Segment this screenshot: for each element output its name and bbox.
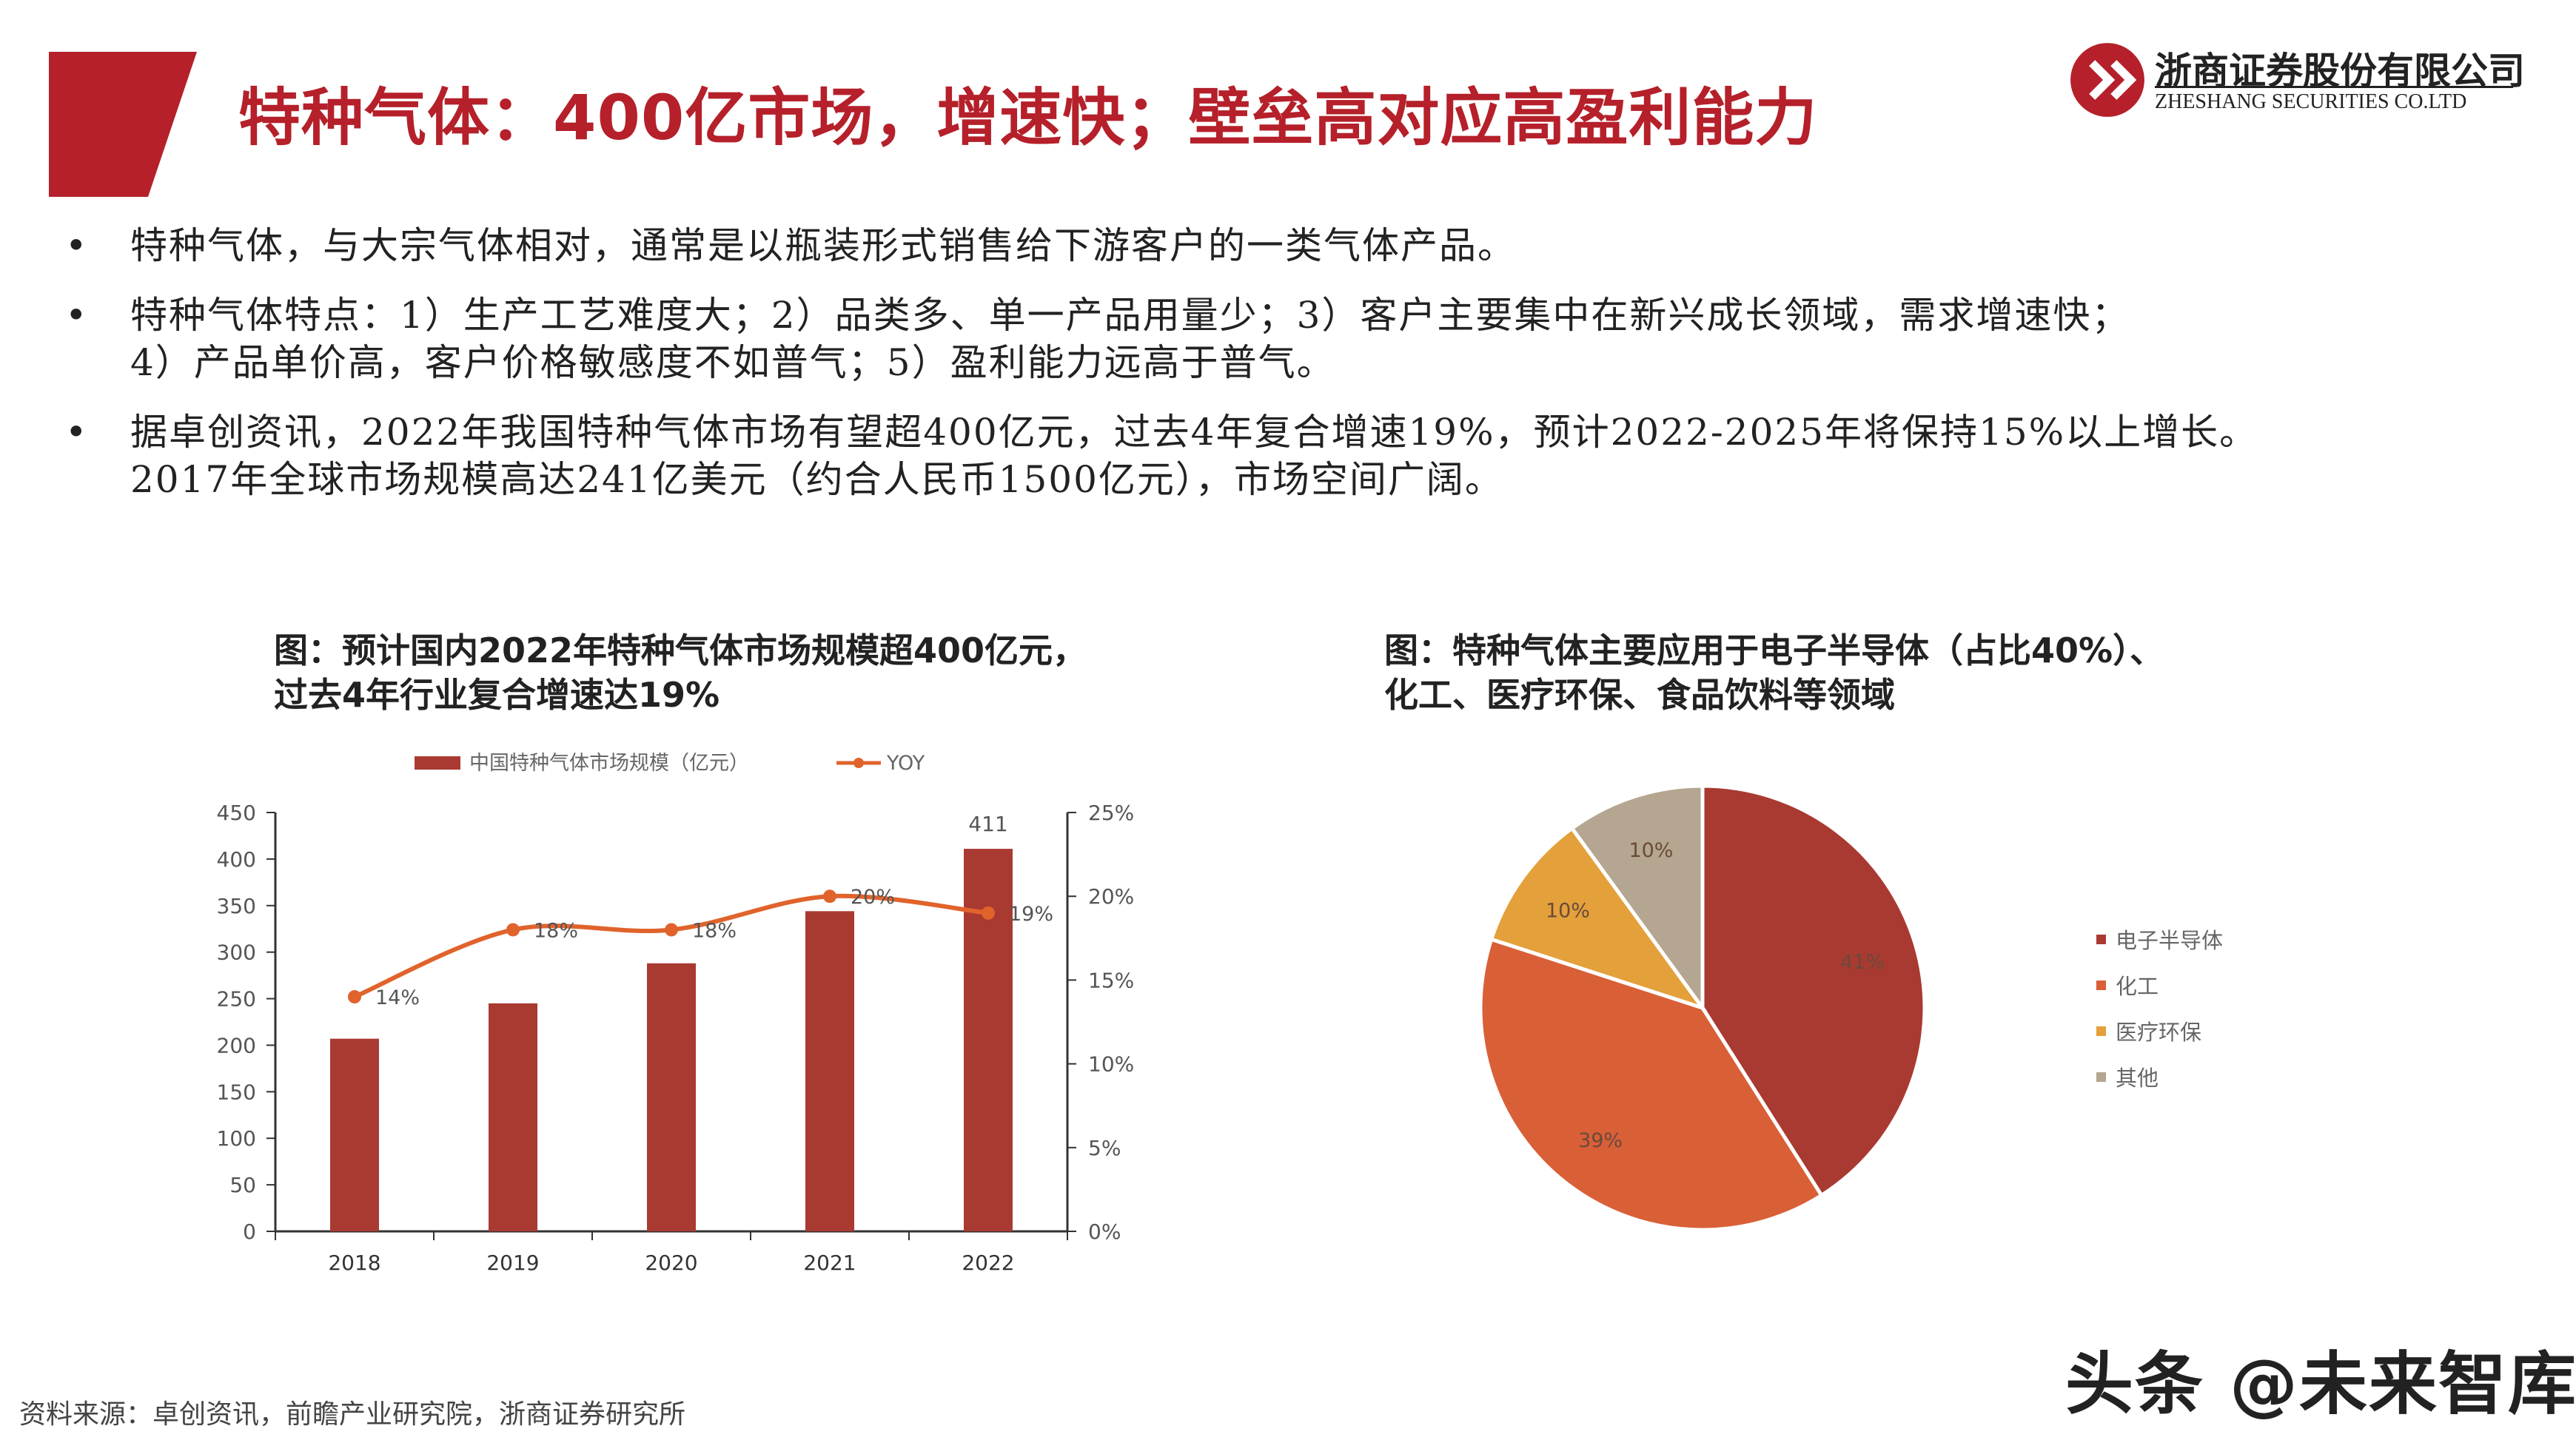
right-y-tick-label: 20% bbox=[1088, 884, 1134, 909]
bullet-item: • 特种气体特点：1）生产工艺难度大；2）品类多、单一产品用量少；3）客户主要集… bbox=[59, 292, 2517, 386]
legend-line-marker bbox=[853, 758, 864, 768]
bar-chart-title-line1: 图：预计国内2022年特种气体市场规模超400亿元， bbox=[274, 630, 1087, 670]
left-y-tick-label: 200 bbox=[217, 1033, 256, 1057]
left-y-tick-label: 0 bbox=[243, 1220, 256, 1244]
right-y-tick-label: 5% bbox=[1088, 1136, 1121, 1160]
bar-value-label: 411 bbox=[968, 812, 1007, 836]
bullet-dot: • bbox=[65, 294, 89, 337]
bullet-text-line: 2017年全球市场规模高达241亿美元（约合人民币1500亿元），市场空间广阔。 bbox=[130, 458, 1503, 501]
bar-chart-title-line2: 过去4年行业复合增速达19% bbox=[274, 675, 720, 715]
bullet-text-line: 据卓创资讯，2022年我国特种气体市场有望超400亿元，过去4年复合增速19%，… bbox=[130, 411, 2258, 454]
legend-label: 电子半导体 bbox=[2116, 928, 2223, 953]
market-size-bar-chart: 中国特种气体市场规模（亿元） YOY 0 50 100 150 200 250 300 350 40… bbox=[217, 752, 1135, 1275]
yoy-value-label: 19% bbox=[1009, 903, 1053, 926]
legend-label: 其他 bbox=[2116, 1066, 2159, 1091]
yoy-value-label: 18% bbox=[692, 919, 737, 942]
right-y-tick-label: 10% bbox=[1088, 1052, 1134, 1077]
legend-swatch bbox=[2096, 1072, 2106, 1082]
yoy-value-label: 18% bbox=[534, 919, 578, 942]
bullet-dot: • bbox=[65, 411, 89, 454]
left-y-tick-label: 250 bbox=[217, 987, 256, 1012]
yoy-point bbox=[348, 990, 361, 1004]
legend-bar-label: 中国特种气体市场规模（亿元） bbox=[469, 752, 749, 775]
bullet-item: • 特种气体，与大宗气体相对，通常是以瓶装形式销售给下游客户的一类气体产品。 bbox=[59, 222, 2517, 269]
yoy-point bbox=[982, 906, 995, 920]
legend-bar-swatch bbox=[415, 756, 460, 770]
right-y-tick-label: 25% bbox=[1088, 801, 1134, 825]
left-y-tick-label: 150 bbox=[217, 1080, 256, 1104]
pie-slice bbox=[1569, 784, 1705, 1014]
legend-label: 医疗环保 bbox=[2116, 1020, 2201, 1045]
right-y-tick-label: 15% bbox=[1088, 968, 1134, 992]
right-y-tick-label: 0% bbox=[1088, 1220, 1121, 1244]
source-note: 资料来源：卓创资讯，前瞻产业研究院，浙商证券研究所 bbox=[19, 1399, 686, 1430]
left-y-tick-label: 50 bbox=[229, 1173, 256, 1197]
header-accent-notch bbox=[148, 52, 197, 197]
zheshang-logo-icon bbox=[2070, 43, 2144, 117]
bullet-text-line: 4）产品单价高，客户价格敏感度不如普气；5）盈利能力远高于普气。 bbox=[130, 341, 1335, 384]
pie-value-label: 10% bbox=[1546, 900, 1590, 923]
bar bbox=[647, 963, 696, 1231]
left-y-tick-label: 100 bbox=[217, 1126, 256, 1151]
pie-value-label: 41% bbox=[1840, 951, 1885, 974]
x-tick-label: 2022 bbox=[962, 1251, 1014, 1275]
bullet-text-line: 特种气体特点：1）生产工艺难度大；2）品类多、单一产品用量少；3）客户主要集中在… bbox=[130, 294, 2130, 337]
left-y-tick-label: 300 bbox=[217, 941, 256, 965]
pie-chart-title-line2: 化工、医疗环保、食品饮料等领域 bbox=[1384, 675, 1895, 715]
logo-company-name-en: ZHESHANG SECURITIES CO.LTD bbox=[2155, 90, 2467, 113]
left-y-tick-label: 400 bbox=[217, 847, 256, 872]
logo-company-name-cn: 浙商证券股份有限公司 bbox=[2155, 49, 2525, 92]
bullet-dot: • bbox=[65, 224, 89, 267]
yoy-point bbox=[665, 923, 678, 937]
pie-value-label: 39% bbox=[1578, 1129, 1623, 1152]
legend-swatch bbox=[2096, 935, 2106, 944]
x-tick-label: 2018 bbox=[328, 1251, 380, 1275]
yoy-value-label: 14% bbox=[375, 986, 420, 1009]
bar bbox=[964, 849, 1013, 1231]
bullet-list: • 特种气体，与大宗气体相对，通常是以瓶装形式销售给下游客户的一类气体产品。 •… bbox=[59, 222, 2517, 525]
yoy-point bbox=[823, 889, 836, 904]
company-logo: 浙商证券股份有限公司 ZHESHANG SECURITIES CO.LTD bbox=[2069, 38, 2528, 127]
yoy-point bbox=[506, 923, 520, 937]
bullet-text-line: 特种气体，与大宗气体相对，通常是以瓶装形式销售给下游客户的一类气体产品。 bbox=[130, 224, 1516, 267]
left-y-tick-label: 450 bbox=[217, 801, 256, 825]
bar bbox=[489, 1003, 537, 1231]
bullet-item: • 据卓创资讯，2022年我国特种气体市场有望超400亿元，过去4年复合增速19… bbox=[59, 408, 2517, 503]
page-title: 特种气体：400亿市场，增速快；壁垒高对应高盈利能力 bbox=[238, 81, 1818, 154]
pie-chart-title-line1: 图：特种气体主要应用于电子半导体（占比40%）、 bbox=[1384, 630, 2164, 670]
legend-line-label: YOY bbox=[886, 752, 925, 775]
x-tick-label: 2020 bbox=[645, 1251, 697, 1275]
bar bbox=[330, 1038, 379, 1231]
watermark: 头条 @未来智库 bbox=[2065, 1345, 2576, 1424]
legend-label: 化工 bbox=[2116, 974, 2159, 999]
pie-value-label: 10% bbox=[1629, 839, 1673, 862]
pie-slice bbox=[1489, 825, 1708, 1012]
x-tick-label: 2019 bbox=[486, 1251, 539, 1275]
yoy-value-label: 20% bbox=[851, 886, 895, 909]
x-tick-label: 2021 bbox=[803, 1251, 856, 1275]
left-y-tick-label: 350 bbox=[217, 894, 256, 918]
legend-swatch bbox=[2096, 980, 2106, 990]
logo-divider bbox=[2155, 86, 2513, 88]
bar bbox=[805, 911, 854, 1231]
pie-slice bbox=[1478, 937, 1825, 1232]
legend-swatch bbox=[2096, 1026, 2106, 1036]
